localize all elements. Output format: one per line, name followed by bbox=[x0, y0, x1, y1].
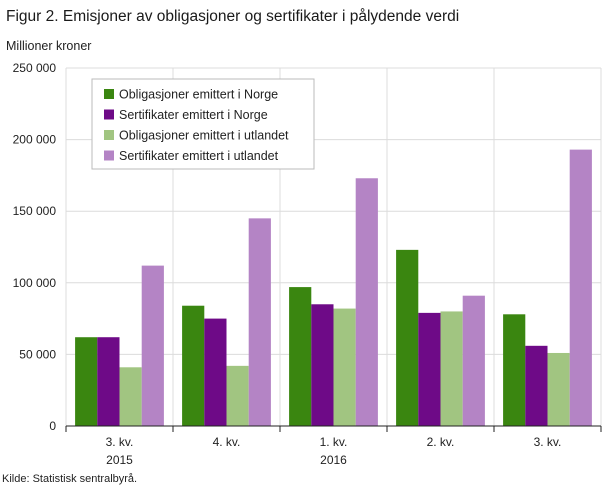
bar bbox=[141, 265, 164, 426]
y-tick-labels: 0 50 000 100 000 150 000 200 000 250 000 bbox=[13, 61, 57, 433]
x-tick-labels: 3. kv. 2015 4. kv. 1. kv. 2016 2. kv. 3. kv. bbox=[106, 435, 562, 467]
bar bbox=[418, 312, 441, 426]
x-tick-label: 2. kv. bbox=[427, 435, 455, 449]
legend-swatch bbox=[104, 109, 114, 120]
bars bbox=[75, 149, 592, 426]
bar bbox=[569, 149, 592, 426]
bar bbox=[525, 345, 548, 426]
bar bbox=[75, 337, 98, 426]
x-tick-label: 1. kv. bbox=[320, 435, 348, 449]
bar bbox=[333, 308, 356, 426]
bar bbox=[289, 287, 312, 426]
bar bbox=[503, 314, 526, 426]
y-tick-label: 100 000 bbox=[13, 276, 57, 290]
bar bbox=[204, 318, 227, 426]
bar bbox=[182, 305, 205, 426]
x-tick-label: 3. kv. bbox=[534, 435, 562, 449]
chart-title: Figur 2. Emisjoner av obligasjoner og se… bbox=[6, 8, 460, 25]
legend-swatch bbox=[104, 150, 114, 161]
source-note: Kilde: Statistisk sentralbyrå. bbox=[2, 473, 138, 485]
bar bbox=[440, 311, 463, 426]
bar bbox=[248, 218, 271, 426]
x-tick-year-label: 2016 bbox=[320, 453, 347, 467]
bar bbox=[462, 295, 485, 426]
x-tick-label: 4. kv. bbox=[213, 435, 241, 449]
bar bbox=[396, 249, 419, 426]
legend-label: Sertifikater emittert i utlandet bbox=[119, 149, 279, 163]
legend-box bbox=[91, 78, 315, 170]
bar bbox=[119, 367, 142, 426]
axes bbox=[65, 425, 602, 432]
bar bbox=[311, 304, 334, 426]
legend-swatch bbox=[104, 89, 114, 99]
y-axis-unit-label: Millioner kroner bbox=[6, 39, 92, 53]
y-tick-label: 50 000 bbox=[19, 347, 56, 361]
legend-swatch bbox=[104, 130, 114, 140]
y-tick-label: 150 000 bbox=[13, 204, 57, 218]
y-tick-label: 250 000 bbox=[13, 61, 57, 75]
legend-label: Obligasjoner emittert i utlandet bbox=[119, 129, 289, 143]
legend-label: Sertifikater emittert i Norge bbox=[119, 108, 268, 122]
x-tick-label: 3. kv. bbox=[106, 435, 134, 449]
y-tick-label: 0 bbox=[49, 419, 56, 433]
bar bbox=[226, 365, 249, 426]
bar bbox=[547, 352, 570, 426]
x-tick-year-label: 2015 bbox=[106, 453, 133, 467]
legend: Obligasjoner emittert i Norge Sertifikate… bbox=[91, 78, 315, 170]
y-tick-label: 200 000 bbox=[13, 133, 57, 147]
legend-label: Obligasjoner emittert i Norge bbox=[119, 88, 278, 102]
bar bbox=[355, 178, 378, 426]
bar bbox=[97, 337, 120, 426]
